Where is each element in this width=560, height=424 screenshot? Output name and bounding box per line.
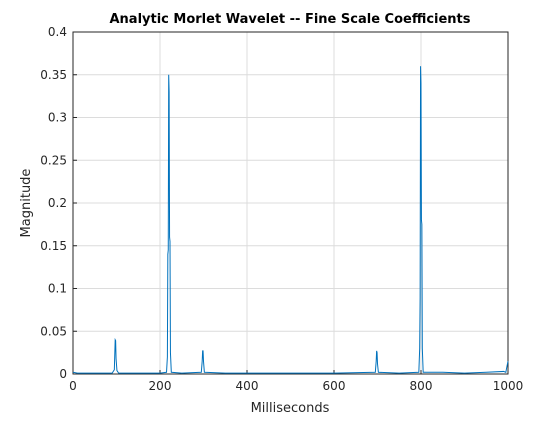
y-tick-label: 0 [59, 367, 67, 381]
x-tick-label: 0 [69, 379, 77, 393]
x-tick-label: 200 [149, 379, 172, 393]
y-tick-label: 0.2 [48, 196, 67, 210]
data-line [72, 66, 509, 374]
y-tick-label: 0.25 [40, 153, 67, 167]
y-tick-label: 0.35 [40, 68, 67, 82]
x-axis-label: Milliseconds [251, 401, 330, 416]
y-tick-label: 0.05 [40, 324, 67, 338]
chart-title: Analytic Morlet Wavelet -- Fine Scale Co… [109, 12, 470, 27]
x-tick-label: 1000 [493, 379, 524, 393]
axes-box [72, 31, 509, 375]
plot-area: 0 0.05 0.1 0.15 0.2 0.25 0.3 0.35 0.4 0 200 400 600 8… [40, 25, 523, 393]
y-tick-label: 0.1 [48, 282, 67, 296]
x-tick-label: 400 [236, 379, 259, 393]
y-tick-label: 0.15 [40, 239, 67, 253]
x-tick-label: 600 [323, 379, 346, 393]
x-tick-label: 800 [410, 379, 433, 393]
y-tick-label: 0.3 [48, 111, 67, 125]
y-axis-label: Magnitude [19, 169, 34, 238]
y-tick-label: 0.4 [48, 25, 67, 39]
